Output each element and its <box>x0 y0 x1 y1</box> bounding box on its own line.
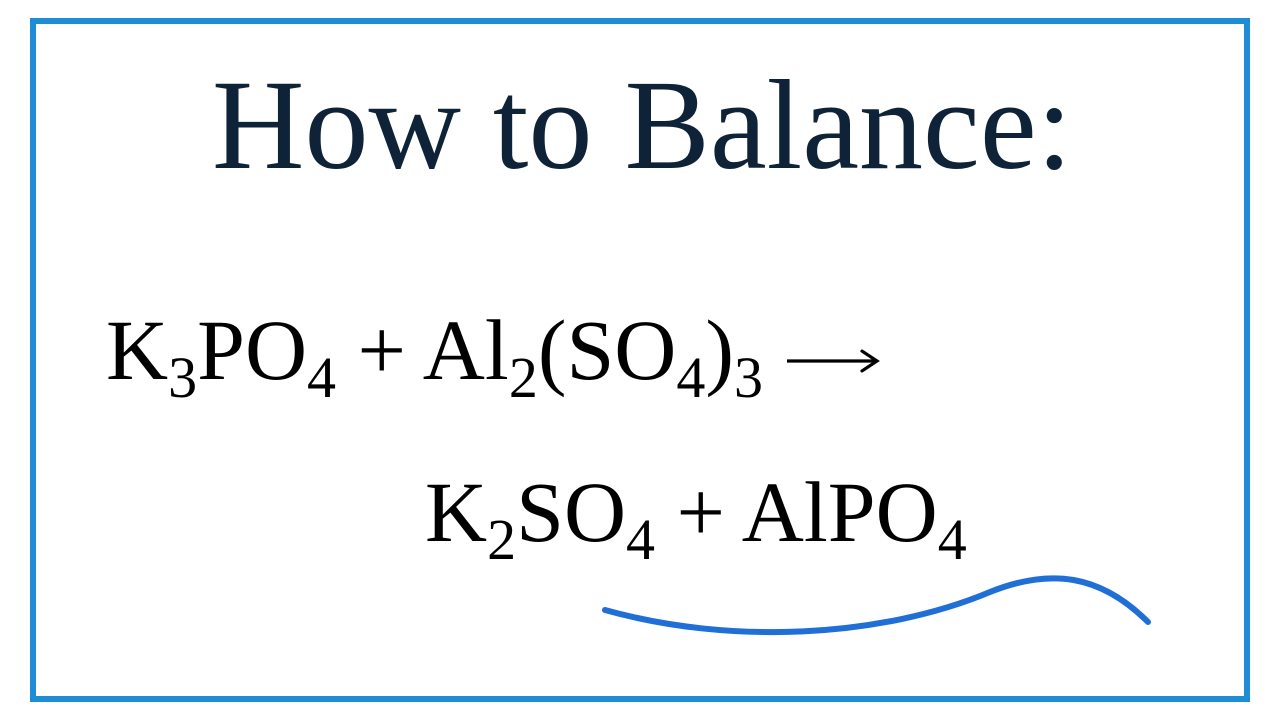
equation-line-1: K3PO4 + Al2(SO4)3 <box>106 300 880 400</box>
equation-line-2: K2SO4 + AlPO4 <box>425 462 967 562</box>
underline-stroke <box>600 560 1160 670</box>
title-text: How to Balance: <box>212 52 1072 199</box>
